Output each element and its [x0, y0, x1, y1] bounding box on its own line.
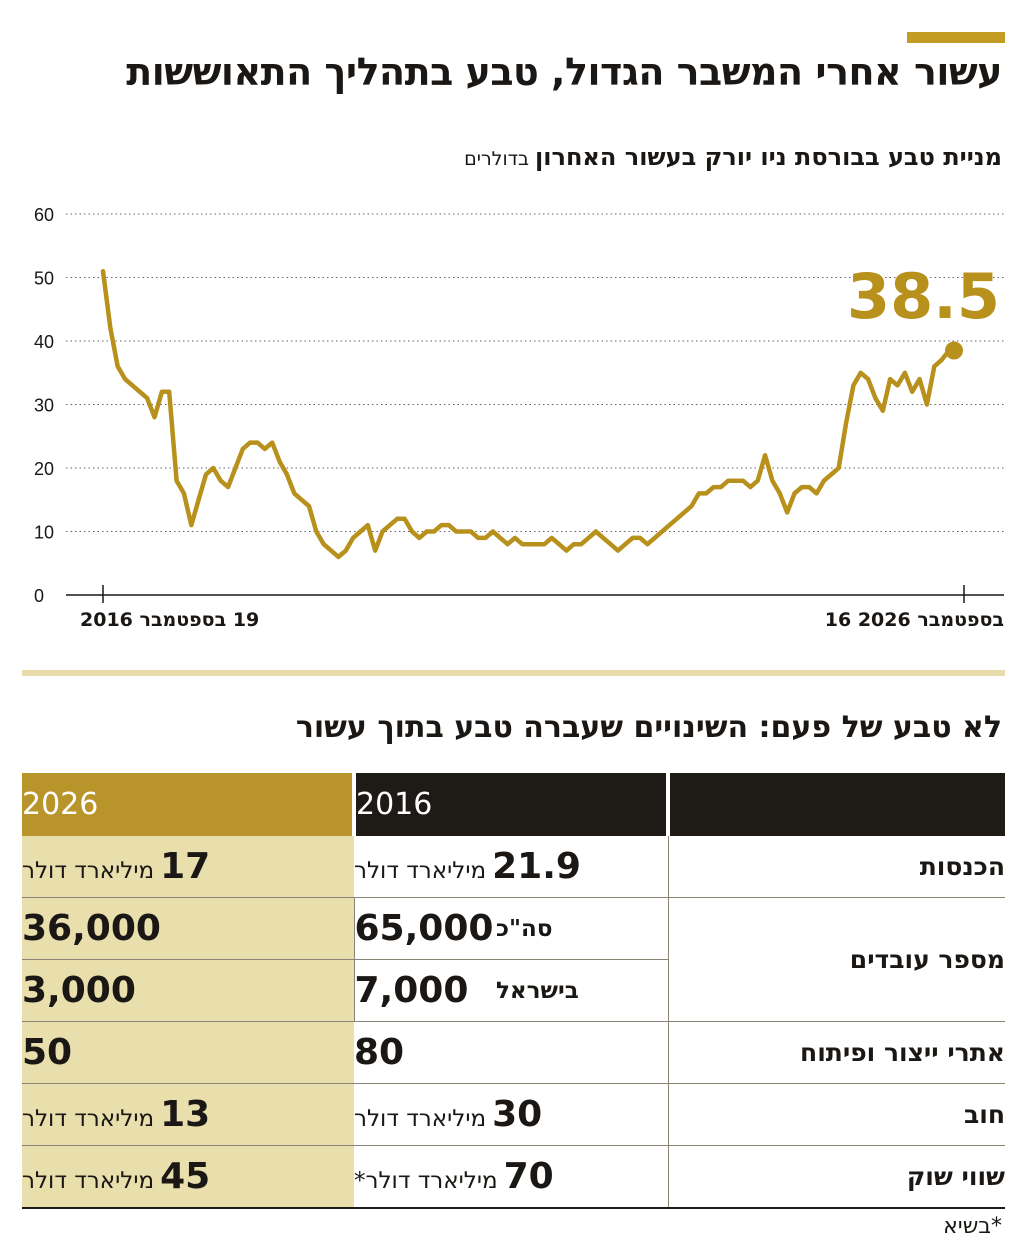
- last-value-label: 38.5: [847, 260, 1000, 333]
- debt-2026-cell: 13מיליארד דולר: [22, 1083, 354, 1146]
- debt-2016-value: 30: [492, 1094, 543, 1135]
- y-tick-label: 30: [34, 396, 54, 416]
- market-cap-2016-cell: 70מיליארד דולר*: [354, 1145, 669, 1209]
- y-tick-label: 60: [34, 205, 54, 225]
- chart-subtitle-main: מניית טבע בבורסת ניו יורק בעשור האחרון: [535, 143, 1002, 171]
- last-point-marker: [945, 341, 963, 360]
- chart-subtitle: מניית טבע בבורסת ניו יורק בעשור האחרוןבד…: [464, 143, 1002, 171]
- debt-2026-unit: מיליארד דולר: [22, 1106, 155, 1132]
- series-line: [100, 268, 952, 560]
- table-row-revenue: הכנסות 21.9מיליארד דולר 17מיליארד דולר: [22, 836, 1006, 898]
- stock-line-chart: 0 10 20 30 40 50 60 19 בספטמבר 2016 16 בספטמבר 2…: [34, 205, 1004, 631]
- market-cap-2016-unit: מיליארד דולר*: [354, 1168, 498, 1194]
- sites-2026-value: 50: [22, 1032, 73, 1073]
- table-row-employees-total: מספר עובדים סה"כ 65,000 36,000: [22, 897, 1006, 1022]
- employees-israel-label: בישראל: [496, 959, 669, 1022]
- headline: עשור אחרי המשבר הגדול, טבע בתהליך התאושש…: [126, 50, 1002, 94]
- x-start-label: 19 בספטמבר 2016: [80, 609, 259, 631]
- footnote: *בשיא: [943, 1214, 1002, 1239]
- y-tick-label: 50: [34, 269, 54, 289]
- x-end-label: 16 בספטמבר 2026: [825, 609, 1004, 631]
- revenue-2026-cell: 17מיליארד דולר: [22, 836, 354, 898]
- row-label-revenue: הכנסות: [668, 836, 1006, 898]
- debt-2016-unit: מיליארד דולר: [354, 1106, 487, 1132]
- market-cap-2026-cell: 45מיליארד דולר: [22, 1145, 354, 1209]
- debt-2016-cell: 30מיליארד דולר: [354, 1083, 669, 1146]
- revenue-2016-unit: מיליארד דולר: [354, 858, 487, 884]
- table-row-sites: אתרי ייצור ופיתוח 80 50: [22, 1021, 1006, 1084]
- section-divider: [22, 670, 1005, 676]
- employees-israel-2026: 3,000: [22, 970, 136, 1011]
- y-tick-label: 0: [34, 586, 44, 606]
- employees-total-2016: 65,000: [354, 908, 494, 949]
- table-title: לא טבע של פעם: השינויים שעברה טבע בתוך ע…: [295, 710, 1002, 745]
- header-2026: 2026: [22, 773, 354, 836]
- header-2016: 2016: [351, 773, 669, 836]
- sites-2016-cell: 80: [354, 1021, 669, 1084]
- revenue-2016-value: 21.9: [492, 846, 581, 887]
- y-tick-label: 40: [34, 332, 54, 352]
- sites-2026-cell: 50: [22, 1021, 354, 1084]
- table-row-market-cap: שווי שוק 70מיליארד דולר* 45מיליארד דולר: [22, 1145, 1006, 1209]
- table-row-employees-israel: בישראל 7,000 3,000: [22, 959, 1005, 1022]
- row-label-debt: חוב: [668, 1083, 1006, 1146]
- header-blank-cell: [666, 773, 1006, 836]
- table-row-debt: חוב 30מיליארד דולר 13מיליארד דולר: [22, 1083, 1006, 1146]
- debt-2026-value: 13: [160, 1094, 211, 1135]
- employees-israel-2026-cell: 3,000: [22, 959, 354, 1022]
- comparison-table: 2016 2026 הכנסות 21.9מיליארד דולר 17מילי…: [22, 773, 1006, 1209]
- employees-total-2026-cell: 36,000: [22, 897, 354, 960]
- revenue-2016-cell: 21.9מיליארד דולר: [354, 836, 669, 898]
- y-tick-label: 20: [34, 459, 54, 479]
- row-label-employees: מספר עובדים: [668, 897, 1006, 1022]
- market-cap-2026-value: 45: [160, 1156, 211, 1197]
- revenue-2026-value: 17: [160, 846, 211, 887]
- employees-total-2026: 36,000: [22, 908, 161, 949]
- y-tick-label: 10: [34, 523, 54, 543]
- employees-israel-2016-cell: 7,000: [353, 959, 497, 1022]
- employees-total-2016-cell: 65,000: [353, 897, 497, 960]
- row-label-sites: אתרי ייצור ופיתוח: [668, 1021, 1006, 1084]
- employees-israel-2016: 7,000: [354, 970, 469, 1011]
- employees-total-label: סה"כ: [496, 897, 669, 960]
- chart-subtitle-unit: בדולרים: [464, 148, 530, 170]
- market-cap-2026-unit: מיליארד דולר: [22, 1168, 155, 1194]
- accent-bar: [907, 32, 1005, 43]
- revenue-2026-unit: מיליארד דולר: [22, 858, 155, 884]
- market-cap-2016-value: 70: [503, 1156, 554, 1197]
- table-header-row: 2016 2026: [22, 773, 1006, 836]
- sites-2016-value: 80: [354, 1032, 405, 1073]
- row-label-market-cap: שווי שוק: [668, 1145, 1006, 1209]
